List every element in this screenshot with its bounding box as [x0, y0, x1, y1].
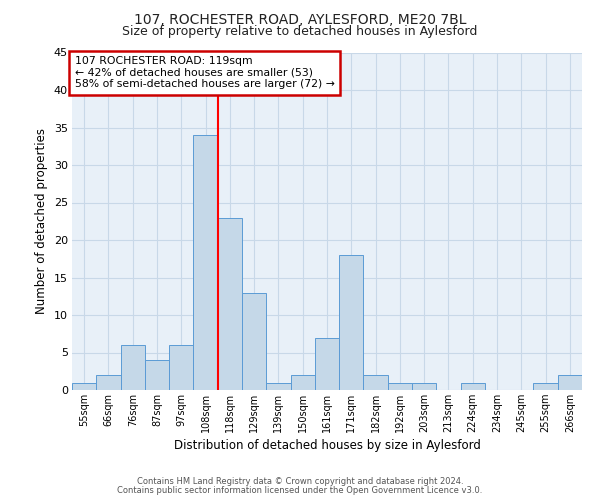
Bar — [96, 375, 121, 390]
Bar — [218, 218, 242, 390]
Bar — [242, 292, 266, 390]
Bar — [339, 255, 364, 390]
Bar — [558, 375, 582, 390]
Bar — [121, 345, 145, 390]
Bar — [193, 135, 218, 390]
Bar — [461, 382, 485, 390]
Bar — [290, 375, 315, 390]
Bar — [533, 382, 558, 390]
Bar — [412, 382, 436, 390]
Text: Contains public sector information licensed under the Open Government Licence v3: Contains public sector information licen… — [118, 486, 482, 495]
Text: Contains HM Land Registry data © Crown copyright and database right 2024.: Contains HM Land Registry data © Crown c… — [137, 477, 463, 486]
Bar — [72, 382, 96, 390]
Text: 107 ROCHESTER ROAD: 119sqm
← 42% of detached houses are smaller (53)
58% of semi: 107 ROCHESTER ROAD: 119sqm ← 42% of deta… — [75, 56, 335, 90]
Y-axis label: Number of detached properties: Number of detached properties — [35, 128, 48, 314]
Bar — [315, 338, 339, 390]
Text: Size of property relative to detached houses in Aylesford: Size of property relative to detached ho… — [122, 25, 478, 38]
Text: 107, ROCHESTER ROAD, AYLESFORD, ME20 7BL: 107, ROCHESTER ROAD, AYLESFORD, ME20 7BL — [134, 12, 466, 26]
Bar — [364, 375, 388, 390]
Bar — [145, 360, 169, 390]
X-axis label: Distribution of detached houses by size in Aylesford: Distribution of detached houses by size … — [173, 439, 481, 452]
Bar — [266, 382, 290, 390]
Bar — [169, 345, 193, 390]
Bar — [388, 382, 412, 390]
